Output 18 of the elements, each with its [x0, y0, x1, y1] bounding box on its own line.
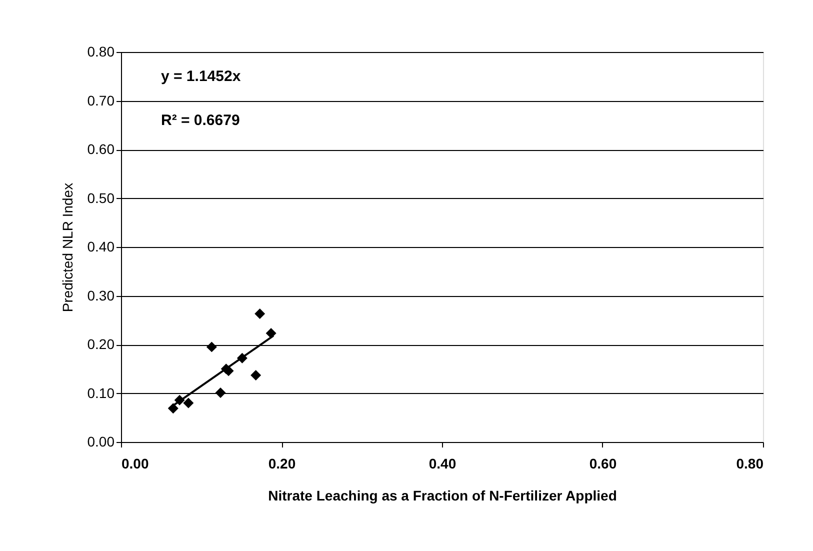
y-tick-label: 0.00 — [87, 434, 115, 450]
y-tick-label: 0.20 — [87, 336, 115, 352]
y-tick-label: 0.30 — [87, 287, 115, 304]
x-tick-label: 0.00 — [122, 456, 149, 472]
x-axis-title: Nitrate Leaching as a Fraction of N-Fertilizer Applied — [268, 488, 617, 504]
y-axis-title: Predicted NLR Index — [59, 182, 76, 312]
y-tick-label: 0.50 — [87, 190, 115, 206]
y-tick-label: 0.10 — [87, 384, 115, 401]
x-tick-label: 0.20 — [268, 456, 296, 472]
x-tick-label: 0.40 — [428, 456, 456, 472]
annotation: y = 1.1452x — [161, 68, 242, 85]
y-tick-label: 0.40 — [87, 238, 115, 254]
x-tick-label: 0.60 — [589, 456, 617, 472]
y-tick-label: 0.60 — [87, 141, 115, 157]
y-tick-label: 0.70 — [87, 92, 115, 108]
annotation: R² = 0.6679 — [161, 112, 240, 129]
y-tick-label: 0.80 — [87, 44, 115, 60]
x-tick-label: 0.80 — [736, 456, 764, 472]
